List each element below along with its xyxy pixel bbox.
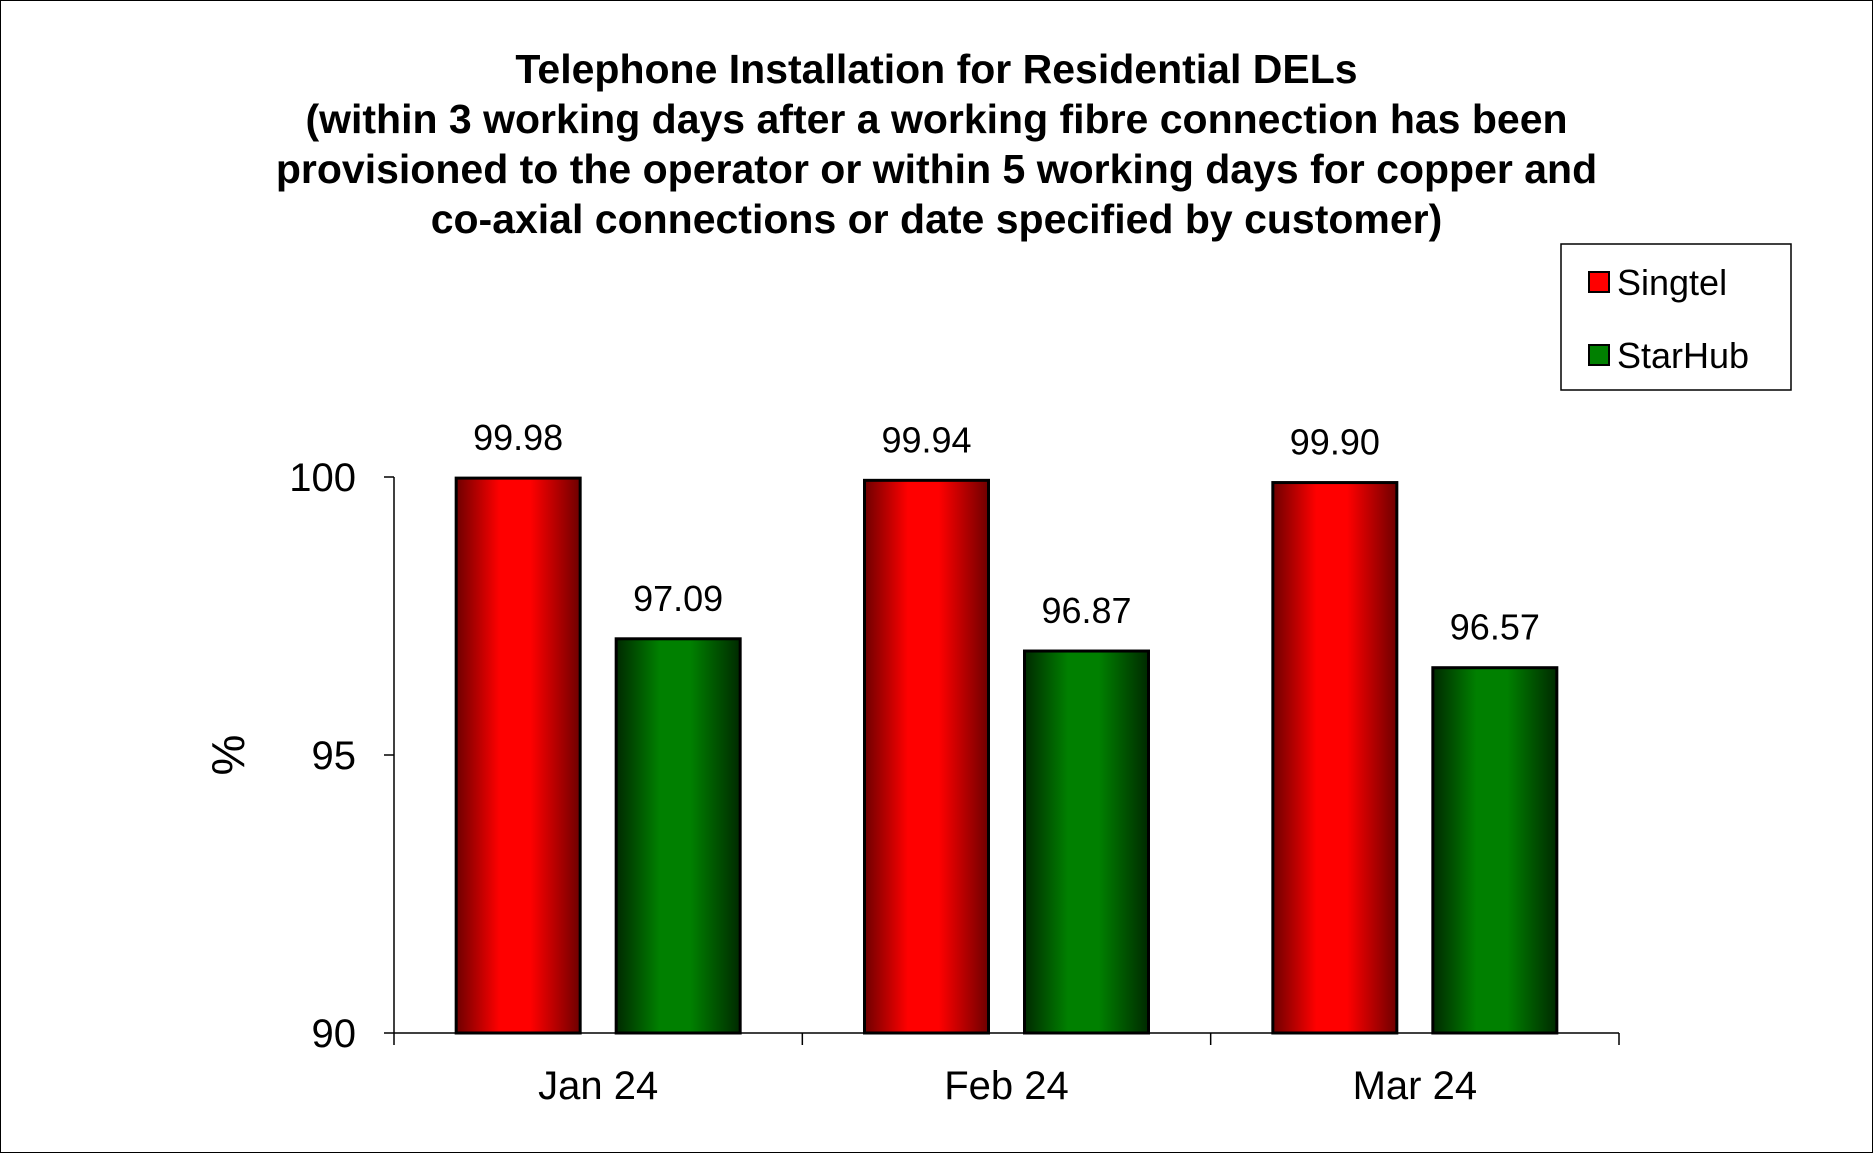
data-label: 97.09 [633,578,723,619]
y-tick-label: 90 [312,1012,357,1056]
bar-starhub [1023,649,1150,1035]
labels: Jan 24 99.98 97.09 Feb 24 99.94 96.87 Mar 24 99… [473,417,1540,1108]
data-label: 99.90 [1290,422,1380,463]
data-label: 96.87 [1041,590,1131,631]
bar-singtel [1271,481,1399,1035]
bar-singtel [454,476,582,1035]
chart-title: Telephone Installation for Residential D… [0,44,1873,244]
chart-title-line: provisioned to the operator or within 5 … [275,146,1598,192]
x-category-label: Jan 24 [538,1064,658,1108]
legend-swatch [1588,271,1610,293]
bar-starhub [614,637,742,1035]
x-category-label: Feb 24 [944,1064,1069,1108]
bar-singtel [863,478,990,1035]
bar-starhub [1431,666,1559,1035]
legend-label: Singtel [1617,262,1727,303]
data-label: 99.98 [473,417,563,458]
legend-swatch [1588,344,1610,366]
bars [454,476,1559,1035]
data-label: 96.57 [1450,607,1540,648]
axes: 90 95 100% [202,456,1620,1056]
x-category-label: Mar 24 [1353,1064,1478,1108]
y-axis-label: % [202,735,254,776]
legend-label: StarHub [1617,335,1749,376]
data-label: 99.94 [881,419,971,460]
chart-title-line: co-axial connections or date specified b… [430,196,1443,242]
chart-title-line: (within 3 working days after a working f… [305,96,1568,142]
legend: Singtel StarHub [1560,243,1792,391]
y-tick-label: 100 [289,456,356,500]
y-tick-label: 95 [312,734,357,778]
chart-title-line: Telephone Installation for Residential D… [515,46,1358,92]
